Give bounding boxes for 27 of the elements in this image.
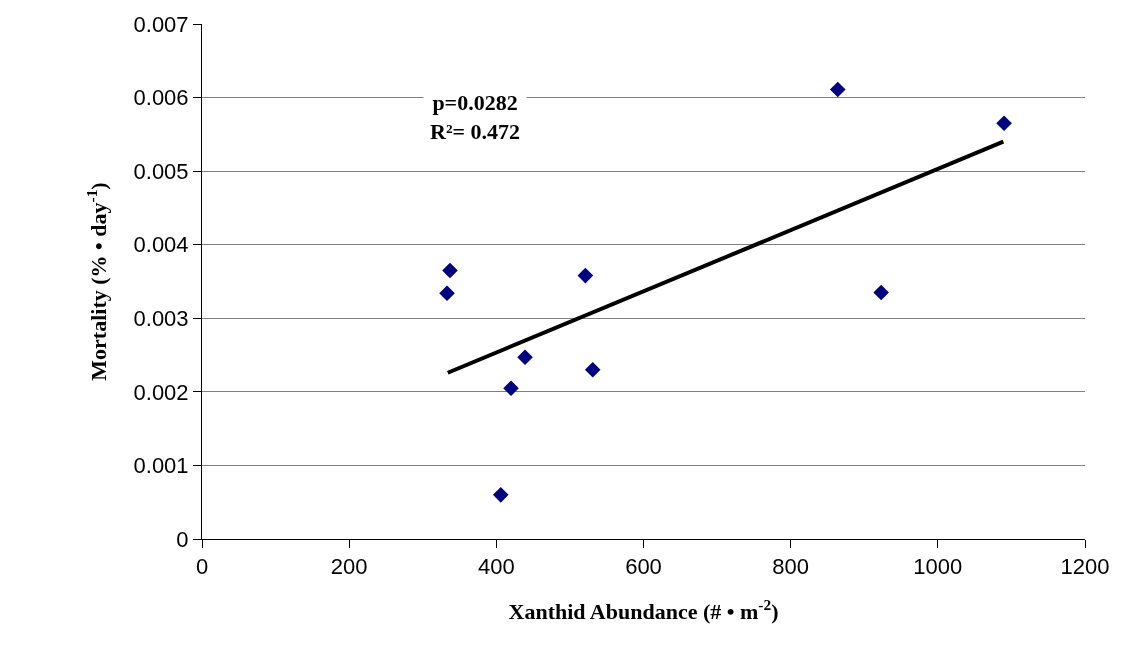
- point: [873, 284, 889, 301]
- annotation: p=0.0282 R²= 0.472: [430, 90, 521, 144]
- x-tick-label: 1200: [1060, 554, 1110, 580]
- point: [577, 267, 594, 284]
- point: [442, 262, 458, 279]
- x-tick-label: 800: [772, 554, 810, 580]
- x-tick-label: 0: [195, 554, 209, 580]
- x-tick-label: 600: [625, 554, 662, 580]
- y-tick-label: 0: [176, 526, 189, 552]
- point: [829, 81, 846, 98]
- x-tick-label: 1000: [913, 554, 963, 580]
- x-tick-label: 400: [477, 554, 515, 580]
- y-tick-label: 0.006: [133, 85, 189, 111]
- point: [492, 487, 509, 503]
- y-tick-label: 0.001: [133, 453, 189, 479]
- y-tick-label: 0.002: [133, 379, 189, 405]
- y-tick-label: 0.005: [133, 158, 189, 184]
- point: [503, 380, 519, 396]
- point: [517, 349, 533, 366]
- x-tick-label: 200: [330, 554, 368, 580]
- point: [439, 285, 455, 302]
- y-tick-label: 0.007: [133, 11, 189, 37]
- point: [996, 115, 1012, 132]
- y-tick-label: 0.004: [133, 232, 189, 258]
- y-tick-label: 0.003: [133, 305, 189, 331]
- point: [584, 361, 601, 378]
- x-axis-title: Xanthid Abundance (# • m$^{-2}$): [508, 596, 779, 625]
